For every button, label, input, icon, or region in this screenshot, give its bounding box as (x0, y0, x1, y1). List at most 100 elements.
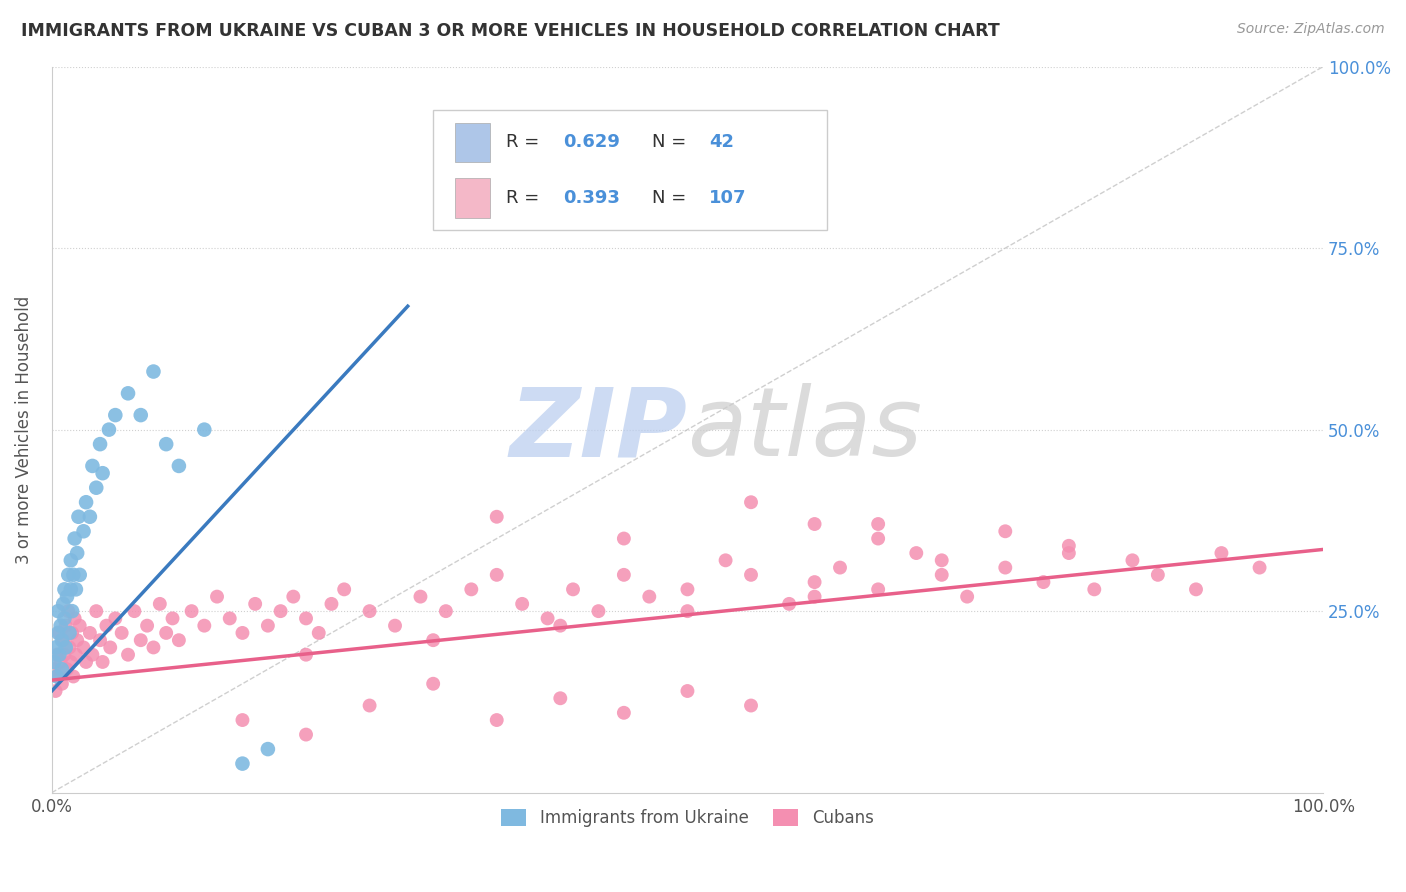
Point (740, 567, 762, 582)
Point (714, 553, 737, 567)
Point (550, 691, 572, 706)
Y-axis label: 3 or more Vehicles in Household: 3 or more Vehicles in Household (15, 295, 32, 564)
Point (270, 604, 292, 618)
Point (69, 567, 91, 582)
Point (52, 633, 75, 648)
Point (485, 713, 508, 727)
Text: 0.393: 0.393 (562, 188, 620, 207)
Point (66, 633, 89, 648)
Point (1057, 546, 1080, 560)
Point (434, 604, 457, 618)
Point (58, 640, 80, 655)
Point (588, 604, 610, 618)
Point (62, 567, 84, 582)
Point (193, 423, 215, 437)
Point (740, 698, 762, 713)
Point (72, 524, 94, 539)
Text: R =: R = (506, 188, 544, 207)
Point (55, 640, 77, 655)
Point (676, 684, 699, 698)
Point (53, 611, 76, 625)
Point (638, 590, 661, 604)
Point (55, 618, 77, 632)
Point (63, 611, 86, 625)
Point (613, 532, 636, 546)
Point (956, 590, 979, 604)
Point (56, 662, 79, 676)
Point (231, 713, 253, 727)
Point (66, 546, 89, 560)
Point (69, 618, 91, 632)
Point (117, 648, 139, 662)
Point (79, 509, 101, 524)
Point (142, 640, 165, 655)
Point (60, 604, 83, 618)
Point (460, 582, 482, 597)
Point (49, 655, 72, 669)
Point (155, 626, 177, 640)
Point (994, 524, 1017, 539)
Point (1121, 553, 1143, 567)
Point (129, 633, 152, 648)
Point (124, 604, 146, 618)
Point (44, 662, 66, 676)
Legend: Immigrants from Ukraine, Cubans: Immigrants from Ukraine, Cubans (494, 800, 882, 835)
Point (89, 633, 111, 648)
Point (46, 626, 69, 640)
Point (485, 509, 508, 524)
Point (45, 684, 67, 698)
Point (1147, 567, 1170, 582)
Point (1032, 575, 1054, 590)
Point (82, 458, 104, 473)
Point (422, 633, 444, 648)
Point (243, 597, 266, 611)
Point (205, 590, 228, 604)
Point (422, 677, 444, 691)
Point (359, 604, 381, 618)
Point (65, 648, 87, 662)
Point (89, 437, 111, 451)
Point (333, 582, 356, 597)
Point (45, 648, 67, 662)
Point (63, 532, 86, 546)
Point (53, 648, 76, 662)
Point (51, 677, 73, 691)
Point (1083, 582, 1105, 597)
Point (142, 365, 165, 379)
Point (295, 611, 318, 625)
Point (931, 567, 953, 582)
Point (52, 597, 75, 611)
Point (167, 633, 190, 648)
Point (46, 604, 69, 618)
Point (82, 648, 104, 662)
Point (868, 582, 890, 597)
Point (155, 437, 177, 451)
Text: 42: 42 (709, 134, 734, 152)
Point (295, 648, 318, 662)
Point (295, 728, 318, 742)
Point (111, 626, 134, 640)
Point (308, 626, 330, 640)
Point (180, 604, 202, 618)
Point (48, 626, 70, 640)
Point (49, 618, 72, 632)
Point (67, 509, 90, 524)
Text: ZIP: ZIP (509, 384, 688, 476)
Point (231, 626, 253, 640)
Point (905, 546, 928, 560)
Point (45, 669, 67, 683)
Point (98, 640, 121, 655)
Point (613, 706, 636, 720)
Point (117, 386, 139, 401)
Bar (454, 122, 491, 162)
Point (1211, 546, 1233, 560)
Point (1185, 582, 1208, 597)
Point (231, 756, 253, 771)
Point (79, 626, 101, 640)
Point (536, 611, 558, 625)
Point (72, 640, 94, 655)
Point (51, 633, 73, 648)
Point (510, 597, 533, 611)
Point (485, 567, 508, 582)
Point (84, 604, 107, 618)
